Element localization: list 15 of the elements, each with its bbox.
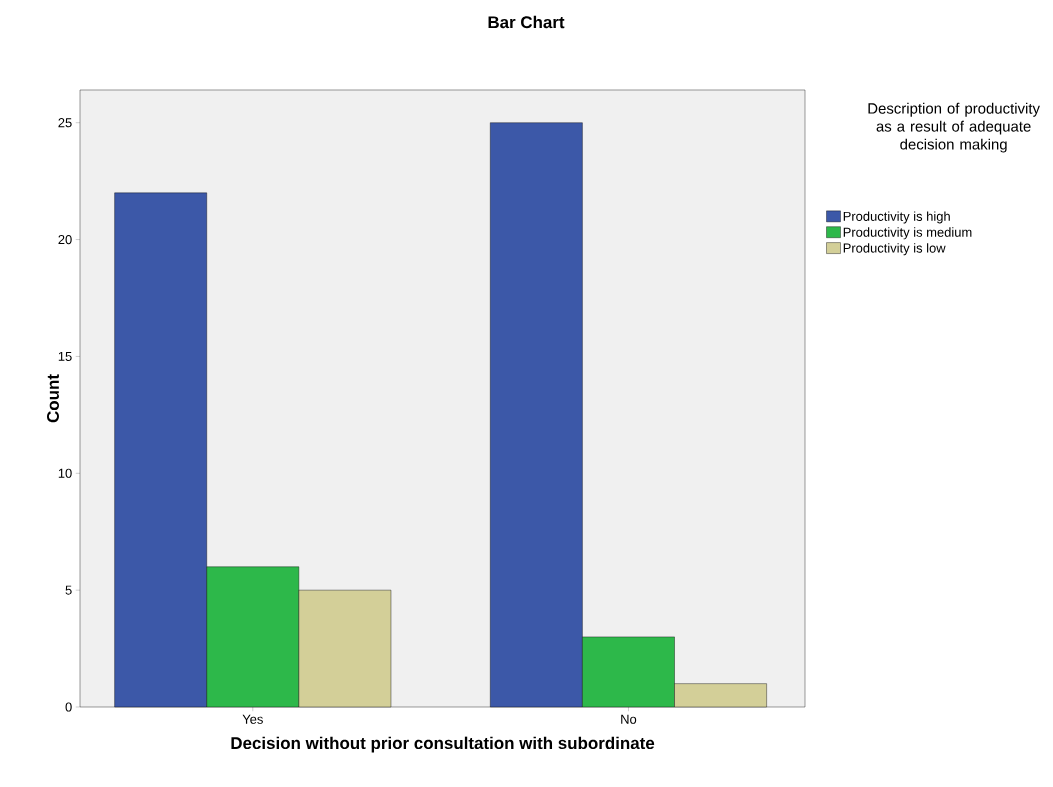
y-tick-label: 0 — [65, 702, 72, 712]
y-tick-label: 10 — [58, 468, 72, 478]
y-tick-label: 25 — [58, 118, 72, 128]
y-tick-label: 20 — [58, 234, 72, 245]
legend-label: Productivity is medium — [843, 227, 972, 240]
legend-label: Productivity is low — [843, 243, 946, 256]
legend-title: Description of productivity as a result of adequate decision making — [868, 102, 1040, 153]
chart-title: Bar Chart — [488, 15, 565, 29]
y-tick-label: 5 — [65, 585, 72, 595]
x-axis-title: Decision without prior consultation with subordinate — [231, 736, 655, 753]
legend-label: Productivity is high — [843, 211, 950, 224]
y-axis-title: Count — [46, 374, 59, 423]
x-tick-label: No — [621, 714, 637, 724]
x-tick-label: Yes — [242, 714, 263, 724]
y-tick-label: 15 — [58, 351, 72, 361]
